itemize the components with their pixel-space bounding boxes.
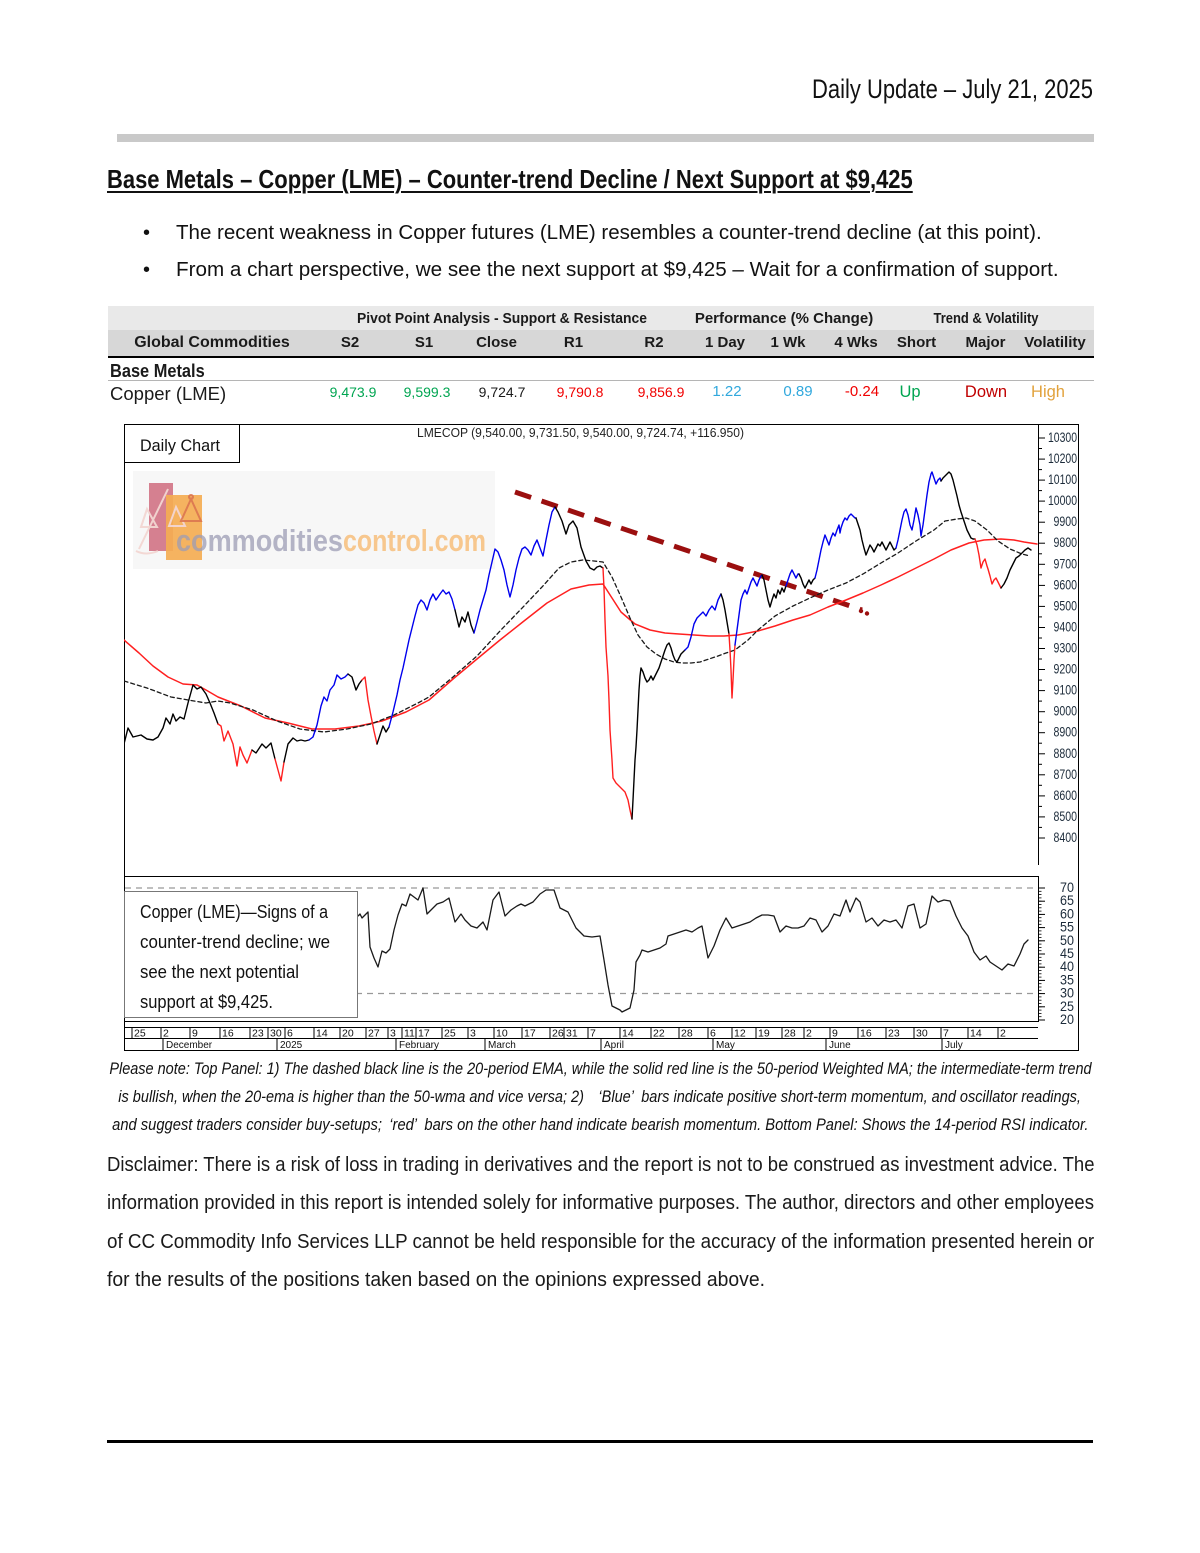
svg-text:2025: 2025: [280, 1040, 303, 1051]
svg-text:17: 17: [524, 1028, 536, 1040]
svg-text:9400: 9400: [1054, 620, 1078, 635]
svg-text:April: April: [604, 1040, 624, 1051]
svg-text:19: 19: [758, 1028, 770, 1040]
svg-text:Copper (LME)—Signs of a: Copper (LME)—Signs of a: [140, 901, 329, 922]
svg-text:23: 23: [888, 1028, 900, 1040]
svg-text:9100: 9100: [1054, 683, 1078, 698]
svg-text:28: 28: [784, 1028, 796, 1040]
svg-text:10: 10: [496, 1028, 508, 1040]
svg-text:9200: 9200: [1054, 662, 1078, 677]
svg-text:14: 14: [970, 1028, 982, 1040]
svg-text:Daily Chart: Daily Chart: [140, 437, 220, 455]
svg-text:support at $9,425.: support at $9,425.: [140, 991, 273, 1012]
svg-text:June: June: [829, 1040, 851, 1051]
svg-text:February: February: [399, 1040, 439, 1051]
svg-text:9900: 9900: [1054, 514, 1078, 529]
svg-text:45: 45: [1060, 946, 1074, 961]
svg-text:8800: 8800: [1054, 746, 1078, 761]
svg-text:25: 25: [134, 1028, 146, 1040]
svg-text:9800: 9800: [1054, 535, 1078, 550]
svg-text:see the next potential: see the next potential: [140, 961, 299, 982]
svg-text:60: 60: [1060, 906, 1074, 921]
svg-text:9: 9: [832, 1028, 838, 1040]
svg-text:9500: 9500: [1054, 598, 1078, 613]
svg-text:70: 70: [1060, 880, 1074, 895]
svg-text:8500: 8500: [1054, 809, 1078, 824]
svg-text:8600: 8600: [1054, 788, 1078, 803]
svg-text:counter-trend decline; we: counter-trend decline; we: [140, 931, 330, 952]
svg-text:7: 7: [943, 1028, 949, 1040]
svg-text:20: 20: [342, 1028, 354, 1040]
svg-text:16: 16: [222, 1028, 234, 1040]
svg-text:14: 14: [316, 1028, 328, 1040]
svg-text:25: 25: [1060, 999, 1074, 1014]
svg-text:26: 26: [552, 1028, 564, 1040]
svg-text:30: 30: [916, 1028, 928, 1040]
svg-text:10100: 10100: [1048, 472, 1077, 487]
svg-text:July: July: [945, 1040, 963, 1051]
svg-text:6: 6: [287, 1028, 293, 1040]
svg-text:6: 6: [710, 1028, 716, 1040]
svg-text:11: 11: [404, 1028, 415, 1040]
svg-text:16: 16: [860, 1028, 872, 1040]
svg-text:25: 25: [444, 1028, 456, 1040]
svg-text:30: 30: [1060, 986, 1074, 1001]
svg-text:9: 9: [192, 1028, 198, 1040]
svg-text:40: 40: [1060, 959, 1074, 974]
svg-text:10000: 10000: [1048, 493, 1077, 508]
svg-text:3: 3: [470, 1028, 476, 1040]
svg-text:LMECOP (9,540.00, 9,731.50, 9,: LMECOP (9,540.00, 9,731.50, 9,540.00, 9,…: [417, 426, 744, 440]
svg-text:65: 65: [1060, 893, 1074, 908]
svg-text:9700: 9700: [1054, 556, 1078, 571]
svg-text:27: 27: [368, 1028, 380, 1040]
svg-text:7: 7: [590, 1028, 596, 1040]
svg-text:12: 12: [734, 1028, 746, 1040]
svg-text:9300: 9300: [1054, 641, 1078, 656]
svg-text:2: 2: [163, 1028, 169, 1040]
svg-text:17: 17: [418, 1028, 430, 1040]
svg-text:control.com: control.com: [343, 523, 486, 558]
svg-text:8700: 8700: [1054, 767, 1078, 782]
svg-text:10200: 10200: [1048, 451, 1077, 466]
svg-text:commodities: commodities: [176, 523, 343, 558]
svg-text:9600: 9600: [1054, 577, 1078, 592]
svg-text:14: 14: [622, 1028, 634, 1040]
svg-text:31: 31: [566, 1028, 578, 1040]
svg-text:23: 23: [252, 1028, 264, 1040]
svg-text:10300: 10300: [1048, 430, 1077, 445]
svg-text:2: 2: [1000, 1028, 1006, 1040]
svg-text:50: 50: [1060, 933, 1074, 948]
svg-text:December: December: [166, 1040, 213, 1051]
svg-text:May: May: [716, 1040, 735, 1051]
svg-text:30: 30: [270, 1028, 282, 1040]
svg-text:March: March: [488, 1040, 516, 1051]
svg-text:55: 55: [1060, 920, 1074, 935]
svg-text:8400: 8400: [1054, 830, 1078, 845]
svg-text:2: 2: [806, 1028, 812, 1040]
svg-text:22: 22: [653, 1028, 665, 1040]
svg-text:20: 20: [1060, 1012, 1074, 1027]
svg-text:8900: 8900: [1054, 725, 1078, 740]
svg-text:28: 28: [681, 1028, 693, 1040]
svg-text:35: 35: [1060, 972, 1074, 987]
svg-text:3: 3: [390, 1028, 396, 1040]
svg-text:9000: 9000: [1054, 704, 1078, 719]
